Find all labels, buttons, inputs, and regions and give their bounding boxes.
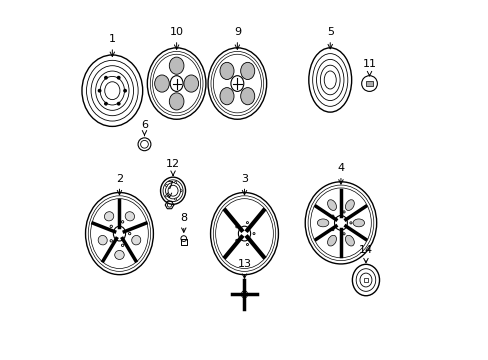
Ellipse shape	[334, 216, 346, 230]
Circle shape	[117, 103, 120, 105]
Ellipse shape	[113, 226, 125, 241]
Text: 10: 10	[169, 27, 183, 49]
Ellipse shape	[361, 76, 377, 91]
Ellipse shape	[352, 219, 364, 227]
Ellipse shape	[125, 212, 134, 221]
Circle shape	[165, 185, 167, 186]
Ellipse shape	[352, 264, 379, 296]
Circle shape	[180, 190, 182, 192]
Ellipse shape	[82, 55, 142, 126]
Text: 4: 4	[337, 163, 344, 184]
Ellipse shape	[181, 236, 186, 242]
Ellipse shape	[327, 200, 336, 211]
Circle shape	[349, 222, 351, 224]
Circle shape	[252, 233, 255, 235]
Ellipse shape	[230, 76, 244, 91]
Ellipse shape	[308, 48, 351, 112]
Circle shape	[98, 90, 101, 92]
Circle shape	[174, 198, 176, 200]
Ellipse shape	[305, 182, 376, 264]
Ellipse shape	[210, 193, 278, 275]
Circle shape	[331, 229, 333, 231]
Ellipse shape	[345, 235, 354, 246]
Text: 12: 12	[165, 159, 180, 175]
Text: 7: 7	[165, 181, 173, 198]
Circle shape	[110, 240, 112, 242]
Ellipse shape	[170, 76, 183, 91]
Circle shape	[121, 244, 123, 247]
Text: 6: 6	[141, 120, 148, 136]
Ellipse shape	[238, 226, 250, 241]
Circle shape	[121, 221, 123, 223]
Circle shape	[331, 215, 333, 217]
Ellipse shape	[115, 251, 124, 260]
Ellipse shape	[327, 235, 336, 246]
Ellipse shape	[183, 75, 198, 92]
Ellipse shape	[207, 48, 266, 119]
Circle shape	[235, 226, 237, 228]
Circle shape	[123, 90, 126, 92]
Text: 11: 11	[362, 59, 376, 76]
Ellipse shape	[104, 212, 114, 221]
Circle shape	[342, 233, 345, 235]
Ellipse shape	[220, 62, 234, 80]
Text: 5: 5	[326, 27, 333, 49]
Ellipse shape	[131, 235, 141, 245]
Circle shape	[117, 76, 120, 79]
Circle shape	[110, 225, 112, 228]
Ellipse shape	[154, 75, 169, 92]
Text: 14: 14	[358, 245, 372, 263]
Circle shape	[246, 243, 248, 246]
Text: 3: 3	[241, 174, 247, 195]
Circle shape	[246, 222, 248, 224]
Ellipse shape	[138, 138, 151, 151]
Text: 13: 13	[237, 259, 251, 278]
Text: 8: 8	[180, 213, 187, 232]
Ellipse shape	[169, 57, 183, 74]
Circle shape	[342, 211, 345, 213]
Ellipse shape	[160, 177, 185, 204]
Circle shape	[235, 239, 237, 241]
Text: 2: 2	[116, 174, 123, 195]
Ellipse shape	[169, 93, 183, 110]
FancyBboxPatch shape	[364, 278, 367, 282]
Circle shape	[165, 195, 167, 197]
Ellipse shape	[317, 219, 328, 227]
FancyBboxPatch shape	[365, 81, 373, 86]
Circle shape	[174, 181, 176, 183]
Text: 1: 1	[109, 34, 116, 57]
Text: 9: 9	[233, 27, 241, 49]
Ellipse shape	[220, 87, 234, 105]
Ellipse shape	[240, 87, 254, 105]
Ellipse shape	[240, 62, 254, 80]
Ellipse shape	[241, 291, 247, 298]
Ellipse shape	[345, 200, 354, 211]
Ellipse shape	[85, 193, 153, 275]
Circle shape	[104, 76, 107, 79]
Circle shape	[104, 103, 107, 105]
Ellipse shape	[147, 48, 205, 119]
Circle shape	[128, 233, 131, 235]
Ellipse shape	[98, 235, 107, 245]
